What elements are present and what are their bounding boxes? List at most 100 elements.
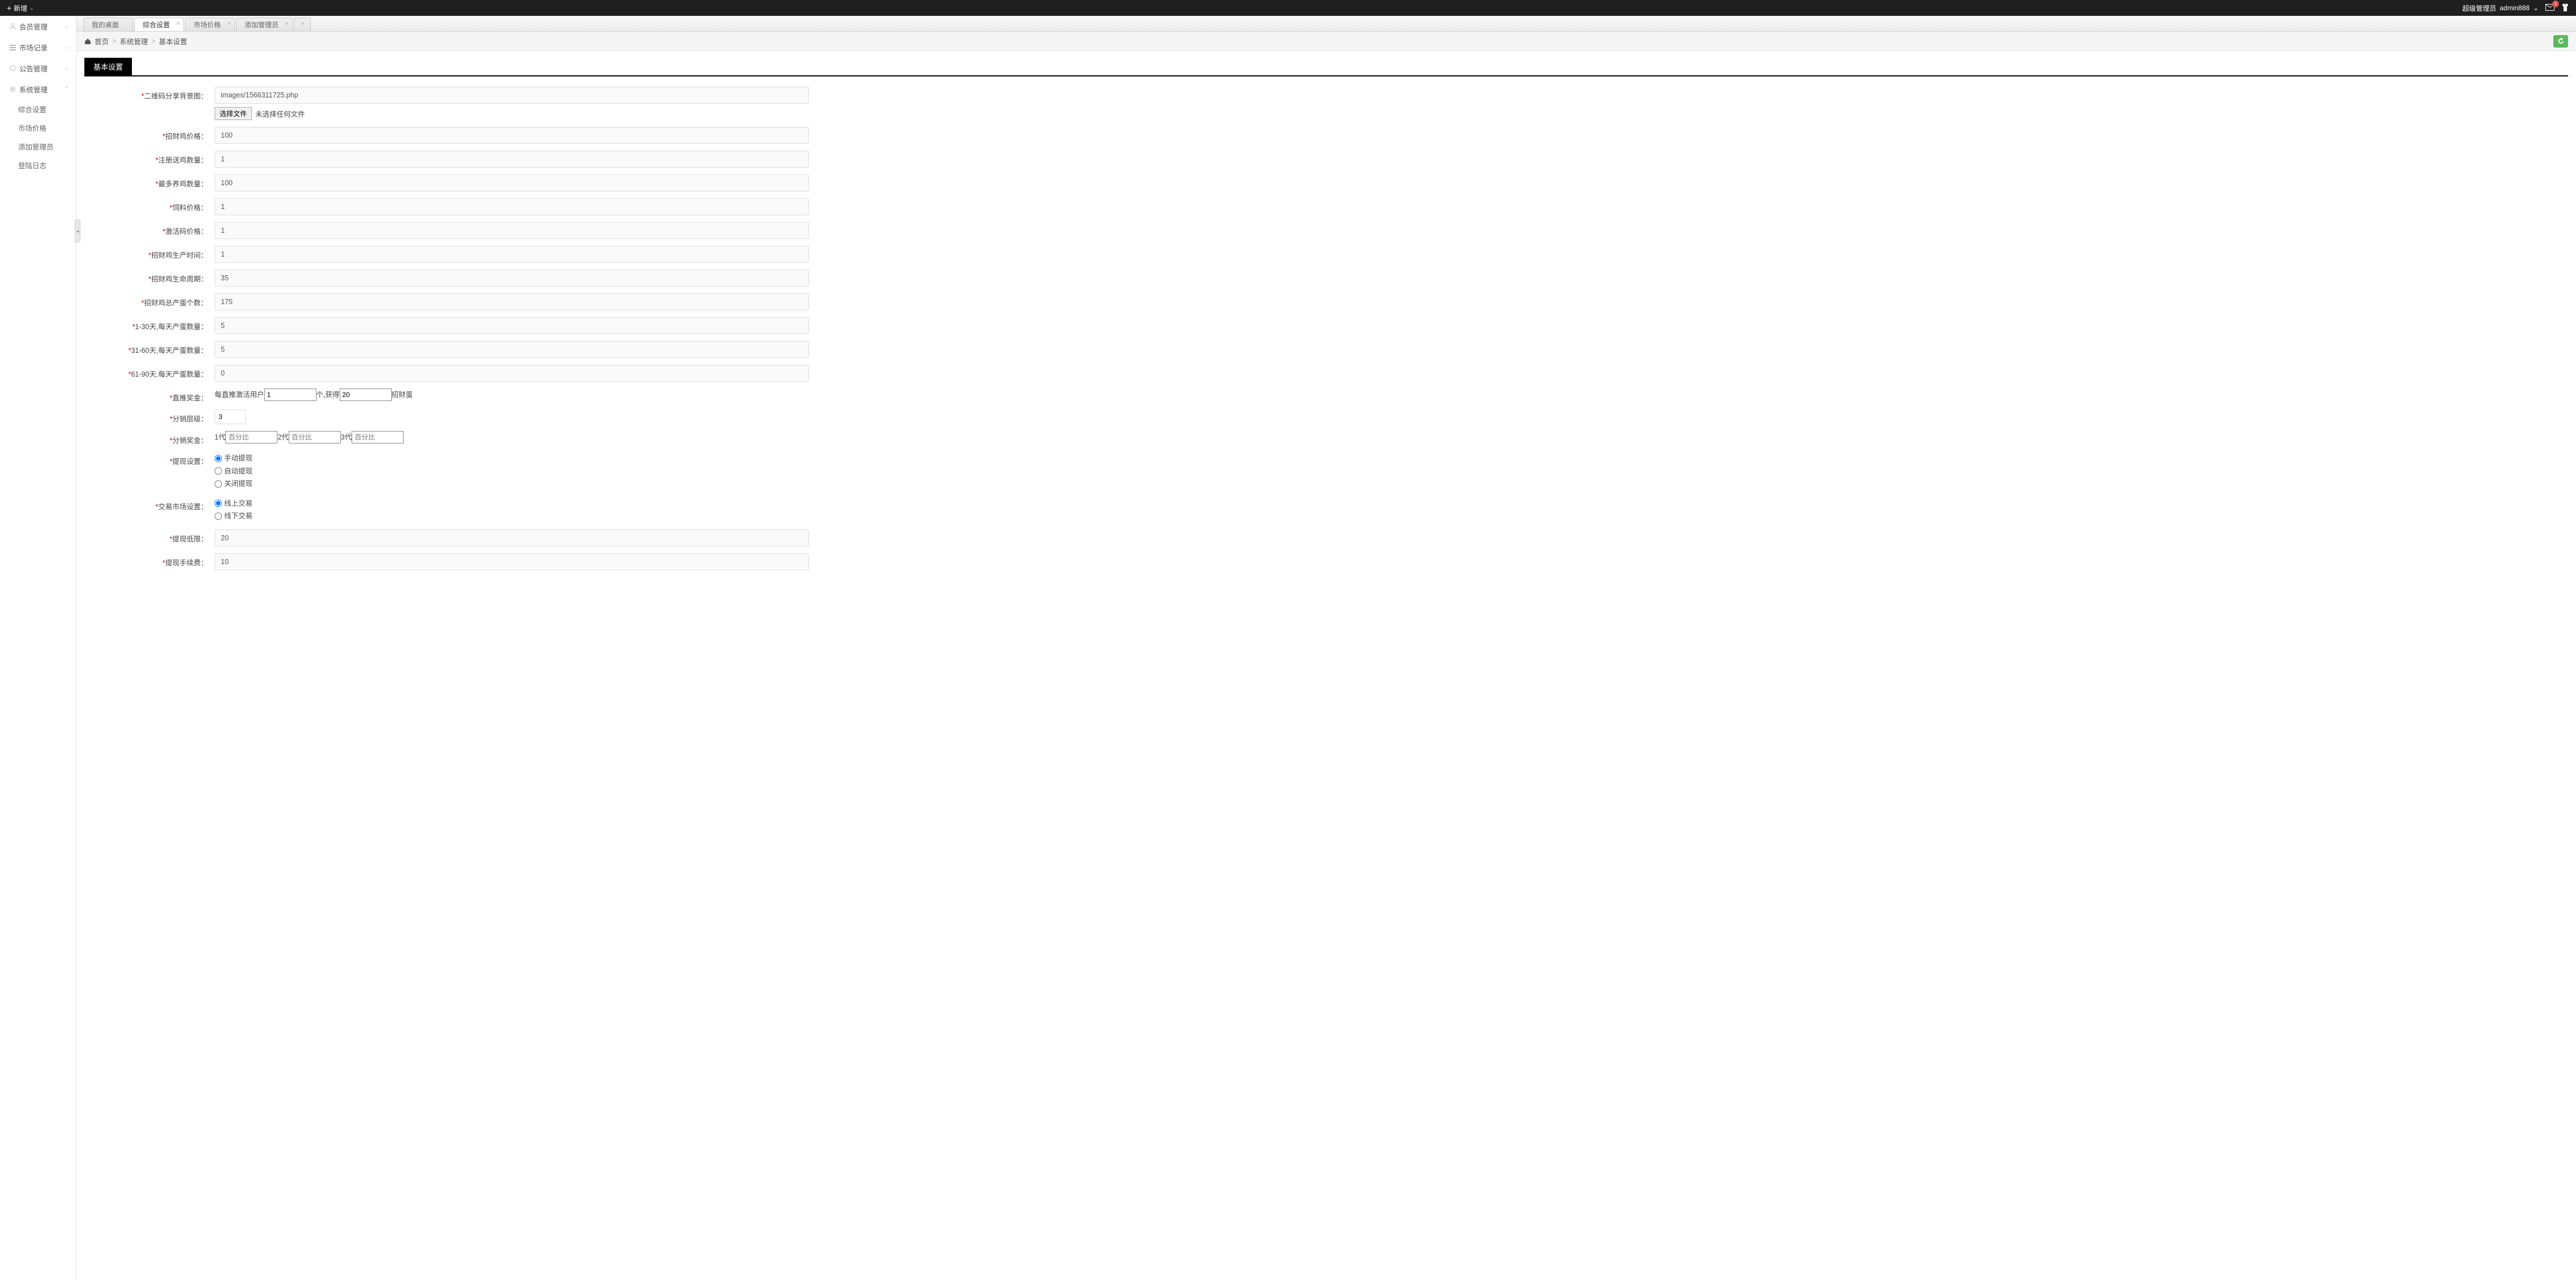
input-gen3-pct[interactable] [352, 431, 404, 443]
label-dist-lvl: *分销层级： [84, 409, 215, 424]
home-icon [84, 38, 91, 45]
label-life-cycle: *招财鸡生命周期： [84, 270, 215, 284]
sidebar-sub-price[interactable]: 市场价格 [0, 118, 76, 137]
chevron-up-icon: ⌃ [65, 86, 69, 92]
input-gen2-pct[interactable] [289, 431, 341, 443]
label-produce-time: *招财鸡生产时间： [84, 246, 215, 260]
tab-settings[interactable]: 综合设置× [134, 18, 184, 31]
radio-market-online[interactable] [215, 500, 222, 507]
sidebar-item-member[interactable]: 会员管理 ⌄ [0, 16, 76, 37]
content: 基本设置 *二维码分享背景图： 选择文件 未选择任何文件 *招财鸡价格： *注册… [76, 51, 2576, 1280]
input-d61-90[interactable] [215, 365, 809, 382]
input-direct-reward[interactable] [340, 389, 392, 401]
input-direct-users[interactable] [264, 389, 316, 401]
user-label: admin888 [2500, 4, 2530, 12]
tab-admin[interactable]: 添加管理员× [236, 18, 293, 31]
theme-button[interactable] [2561, 3, 2569, 13]
label-withdraw-min: *提现低限： [84, 530, 215, 544]
label-qr-bg: *二维码分享背景图： [84, 87, 215, 101]
label-price: *招财鸡价格： [84, 127, 215, 141]
sidebar-item-label: 会员管理 [19, 21, 48, 32]
input-produce-time[interactable] [215, 246, 809, 263]
page-title-bar: 基本设置 [84, 58, 2568, 76]
chevron-down-icon: ⌄ [29, 5, 34, 11]
input-total-eggs[interactable] [215, 293, 809, 310]
refresh-button[interactable] [2553, 35, 2568, 48]
label-activate-price: *激活码价格： [84, 222, 215, 236]
user-icon [9, 23, 16, 30]
breadcrumb: 首页 > 系统管理 > 基本设置 [76, 32, 2576, 51]
main: 我的桌面 综合设置× 市场价格× 添加管理员× × 首页 > 系统管理 > 基本… [76, 16, 2576, 1280]
role-label: 超级管理员 [2462, 3, 2496, 13]
sidebar-sub-admin[interactable]: 添加管理员 [0, 137, 76, 156]
user-menu[interactable]: 超级管理员 admin888 ⌄ [2462, 3, 2539, 13]
file-none-text: 未选择任何文件 [255, 108, 305, 119]
plus-icon: + [7, 3, 11, 12]
radio-withdraw-auto[interactable] [215, 467, 222, 475]
sidebar-item-announce[interactable]: 公告管理 ⌄ [0, 58, 76, 79]
tab-price[interactable]: 市场价格× [185, 18, 235, 31]
input-d1-30[interactable] [215, 317, 809, 334]
tab-desktop[interactable]: 我的桌面 [83, 18, 133, 31]
list-icon [9, 44, 16, 51]
chevron-down-icon: ⌄ [2533, 4, 2539, 12]
label-dist-bonus: *分销奖金： [84, 431, 215, 445]
input-withdraw-min[interactable] [215, 530, 809, 547]
input-life-cycle[interactable] [215, 270, 809, 287]
close-icon[interactable]: × [285, 21, 289, 27]
gear-icon [9, 86, 16, 93]
bell-icon [9, 65, 16, 72]
radio-market-offline[interactable] [215, 513, 222, 520]
label-market: *交易市场设置： [84, 497, 215, 511]
breadcrumb-l3: 基本设置 [159, 36, 187, 46]
radio-withdraw-manual[interactable] [215, 455, 222, 462]
input-activate-price[interactable] [215, 222, 809, 239]
input-d31-60[interactable] [215, 341, 809, 358]
page-title: 基本设置 [84, 58, 132, 75]
sidebar-sub-settings[interactable]: 综合设置 [0, 100, 76, 118]
chevron-down-icon: ⌄ [65, 23, 69, 29]
input-withdraw-fee[interactable] [215, 553, 809, 570]
sidebar-sub-log[interactable]: 登陆日志 [0, 156, 76, 174]
breadcrumb-l2[interactable]: 系统管理 [119, 36, 148, 46]
input-qr-bg[interactable] [215, 87, 809, 104]
label-feed-price: *饲料价格： [84, 198, 215, 212]
input-max-raise[interactable] [215, 174, 809, 191]
label-reg-gift: *注册送鸡数量： [84, 151, 215, 165]
topbar: + 新增 ⌄ 超级管理员 admin888 ⌄ 1 [0, 0, 2576, 16]
tabs: 我的桌面 综合设置× 市场价格× 添加管理员× × [76, 16, 2576, 32]
chevron-down-icon: ⌄ [65, 65, 69, 71]
input-dist-lvl[interactable] [215, 409, 246, 424]
mail-button[interactable]: 1 [2545, 4, 2554, 12]
label-total-eggs: *招财鸡总产蛋个数： [84, 293, 215, 308]
label-d1-30: *1-30天,每天产蛋数量： [84, 317, 215, 331]
input-reg-gift[interactable] [215, 151, 809, 168]
label-withdraw: *提现设置： [84, 452, 215, 466]
breadcrumb-sep: > [151, 37, 155, 45]
sidebar-item-market[interactable]: 市场记录 ⌄ [0, 37, 76, 58]
sidebar-item-label: 市场记录 [19, 42, 48, 53]
close-icon[interactable]: × [228, 21, 231, 27]
label-d31-60: *31-60天,每天产蛋数量： [84, 341, 215, 355]
sidebar-collapse[interactable]: ◂ [75, 220, 80, 242]
input-feed-price[interactable] [215, 198, 809, 215]
radio-withdraw-off[interactable] [215, 480, 222, 488]
add-button[interactable]: + 新增 ⌄ [7, 3, 34, 13]
sidebar-item-label: 系统管理 [19, 84, 48, 95]
close-icon[interactable]: × [301, 21, 305, 27]
tab-empty[interactable]: × [294, 18, 311, 31]
input-gen1-pct[interactable] [225, 431, 277, 443]
topbar-right: 超级管理员 admin888 ⌄ 1 [2462, 3, 2569, 13]
sidebar: 会员管理 ⌄ 市场记录 ⌄ 公告管理 ⌄ 系统管理 ⌃ 综合设置 市场价格 添加… [0, 16, 76, 1280]
mail-badge: 1 [2552, 1, 2559, 7]
label-max-raise: *最多养鸡数量： [84, 174, 215, 189]
sidebar-item-system[interactable]: 系统管理 ⌃ [0, 79, 76, 100]
shirt-icon [2561, 3, 2569, 11]
chevron-down-icon: ⌄ [65, 44, 69, 50]
close-icon[interactable]: × [177, 21, 180, 27]
label-withdraw-fee: *提现手续费： [84, 553, 215, 568]
input-price[interactable] [215, 127, 809, 144]
file-select-button[interactable]: 选择文件 [215, 107, 252, 120]
breadcrumb-home[interactable]: 首页 [95, 36, 109, 46]
refresh-icon [2557, 37, 2565, 45]
